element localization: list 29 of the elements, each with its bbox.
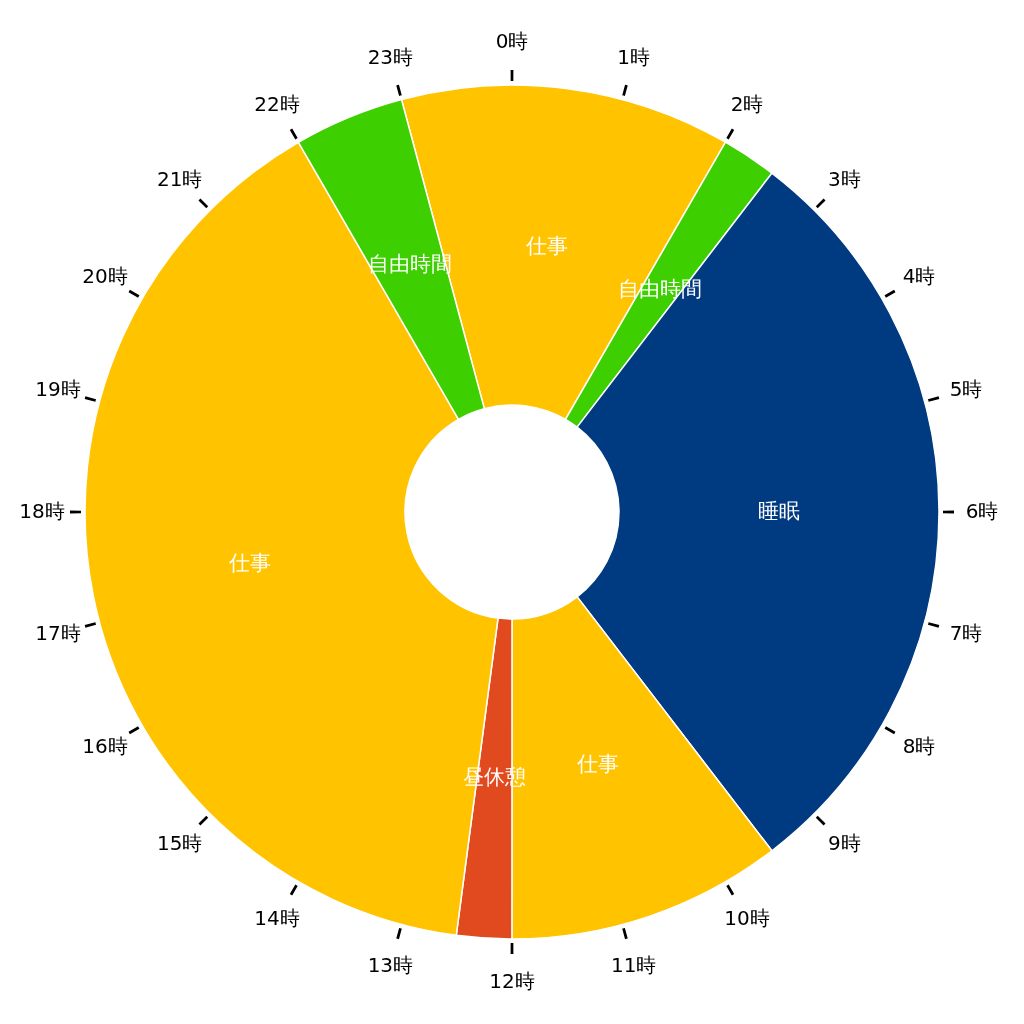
text: 0時 [495,29,529,53]
slice-label: 睡眠 [758,498,800,523]
slice-label: 仕事 [228,551,272,576]
text: 14時 [254,906,300,931]
text: 9時 [827,831,861,856]
text: 4時 [902,264,936,288]
slice-label: 仕事 [524,234,568,259]
text: 2時 [730,91,764,116]
text: 18時 [19,499,65,523]
text: 22時 [254,91,300,116]
text: 19時 [35,377,81,402]
text: 15時 [156,831,203,856]
text: 23時 [367,45,414,70]
text: 1時 [617,45,651,70]
text: 6時 [965,499,999,523]
text: 10時 [724,906,770,931]
text: 7時 [949,620,983,645]
slice-label: 自由時間 [618,276,703,301]
text: 11時 [610,952,657,977]
text: 8時 [902,734,936,758]
text: 17時 [35,620,81,645]
text: 13時 [367,952,414,977]
text: 5時 [949,377,983,402]
slice-label: 仕事 [575,751,619,776]
text: 3時 [827,166,861,191]
text: 12時 [489,969,535,993]
text: 16時 [82,734,128,758]
text: 20時 [82,264,128,288]
text: 21時 [156,166,203,191]
